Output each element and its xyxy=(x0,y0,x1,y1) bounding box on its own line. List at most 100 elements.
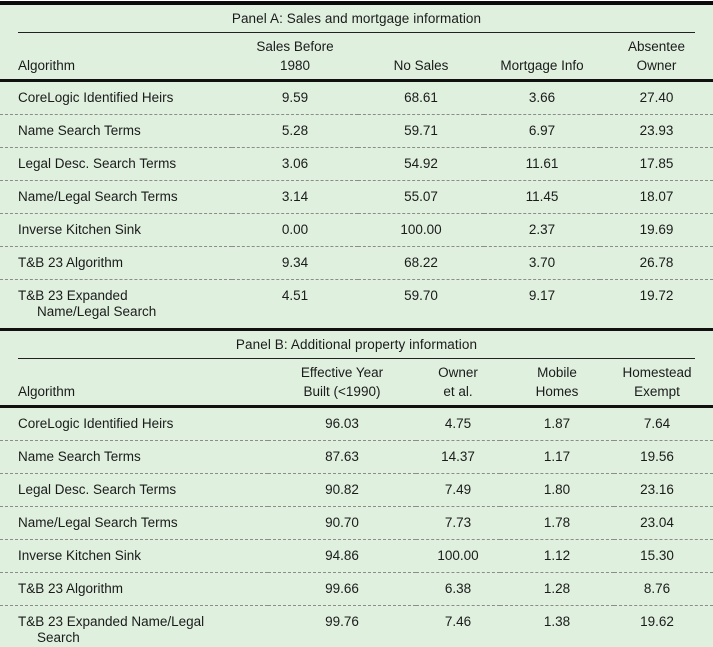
panel-b-table: Algorithm Effective Year Built (<1990) Owne… xyxy=(0,359,713,647)
cell-value: 100.00 xyxy=(358,213,484,247)
column-header: Sales Before 1980 xyxy=(232,33,358,82)
cell-value: 19.62 xyxy=(614,605,713,647)
row-label: Inverse Kitchen Sink xyxy=(0,213,232,247)
cell-value: 23.04 xyxy=(614,506,713,540)
cell-value: 17.85 xyxy=(600,147,713,181)
cell-value: 7.64 xyxy=(643,416,671,431)
cell-value: 8.76 xyxy=(614,572,713,606)
panel-b-title: Panel B: Additional property information xyxy=(235,337,478,352)
cell-value: 3.66 xyxy=(528,90,556,105)
table-row: Legal Desc. Search Terms 3.06 54.92 11.61 17… xyxy=(0,147,713,181)
cell-value: 18.07 xyxy=(600,180,713,214)
column-header: Mobile Homes xyxy=(500,359,614,408)
table-row: Name/Legal Search Terms 3.14 55.07 11.45 18.… xyxy=(0,180,713,214)
table-row: Name Search Terms 87.63 14.37 1.17 19.56 xyxy=(0,440,713,474)
cell-value: 1.17 xyxy=(500,440,614,474)
row-label: Legal Desc. Search Terms xyxy=(0,473,268,507)
table-row: Inverse Kitchen Sink 0.00 100.00 2.37 19.69 xyxy=(0,213,713,247)
cell-value: 27.40 xyxy=(639,90,674,105)
panel-b-header: Algorithm Effective Year Built (<1990) Owne… xyxy=(0,359,713,408)
table-row: Legal Desc. Search Terms 90.82 7.49 1.80 23.… xyxy=(0,473,713,507)
cell-value: 15.30 xyxy=(614,539,713,573)
cell-value: 94.86 xyxy=(268,539,416,573)
cell-value: 90.70 xyxy=(268,506,416,540)
panel-a-title-rule xyxy=(18,32,695,33)
cell-value: 2.37 xyxy=(484,213,600,247)
table-row: Inverse Kitchen Sink 94.86 100.00 1.12 15.30 xyxy=(0,539,713,573)
cell-value: 59.71 xyxy=(358,114,484,148)
cell-value: 1.78 xyxy=(500,506,614,540)
cell-value: 54.92 xyxy=(358,147,484,181)
table-row: Name/Legal Search Terms 90.70 7.73 1.78 23.0… xyxy=(0,506,713,540)
column-header: Absentee Owner xyxy=(600,33,713,82)
cell-value: 9.59 xyxy=(281,90,309,105)
cell-value: 1.12 xyxy=(500,539,614,573)
cell-value: 11.61 xyxy=(484,147,600,181)
row-label: T&B 23 Algorithm xyxy=(0,572,268,606)
panel-a-header: Algorithm Sales Before 1980 No Sales Mortgag… xyxy=(0,33,713,82)
row-label: T&B 23 Algorithm xyxy=(0,246,232,280)
panel-b-title-rule xyxy=(18,358,695,359)
panel-b-body: CoreLogic Identified Heirs 96.03 4.75 1.87 7… xyxy=(0,407,713,647)
table-row: T&B 23 Algorithm 99.66 6.38 1.28 8.76 xyxy=(0,572,713,606)
cell-value: 19.72 xyxy=(600,279,713,328)
row-label: Inverse Kitchen Sink xyxy=(0,539,268,573)
cell-value: 55.07 xyxy=(358,180,484,214)
cell-value: 68.22 xyxy=(358,246,484,280)
cell-value: 26.78 xyxy=(600,246,713,280)
panel-a: Panel A: Sales and mortgage information … xyxy=(0,5,713,328)
cell-value: 9.34 xyxy=(232,246,358,280)
table-row: T&B 23 Expanded Name/Legal Search 4.51 59.7… xyxy=(0,279,713,328)
cell-value: 1.87 xyxy=(543,416,571,431)
cell-value: 19.56 xyxy=(614,440,713,474)
column-header: Owner et al. xyxy=(416,359,500,408)
row-label: CoreLogic Identified Heirs xyxy=(18,90,174,105)
cell-value: 1.28 xyxy=(500,572,614,606)
cell-value: 1.38 xyxy=(500,605,614,647)
table-row: Name Search Terms 5.28 59.71 6.97 23.93 xyxy=(0,114,713,148)
cell-value: 11.45 xyxy=(484,180,600,214)
row-label: Name/Legal Search Terms xyxy=(0,506,268,540)
cell-value: 7.49 xyxy=(416,473,500,507)
row-label: T&B 23 Expanded Name/Legal Search xyxy=(0,279,232,328)
cell-value: 3.70 xyxy=(484,246,600,280)
cell-value: 59.70 xyxy=(358,279,484,328)
cell-value: 96.03 xyxy=(325,416,359,431)
cell-value: 23.16 xyxy=(614,473,713,507)
column-header: Mortgage Info xyxy=(484,33,600,82)
column-header: Algorithm xyxy=(0,359,268,408)
cell-value: 3.06 xyxy=(232,147,358,181)
cell-value: 14.37 xyxy=(416,440,500,474)
cell-value: 100.00 xyxy=(416,539,500,573)
panel-b: Panel B: Additional property information… xyxy=(0,328,713,647)
cell-value: 0.00 xyxy=(232,213,358,247)
cell-value: 87.63 xyxy=(268,440,416,474)
column-header: No Sales xyxy=(358,33,484,82)
panel-a-body: CoreLogic Identified Heirs 9.59 68.61 3.66 2… xyxy=(0,81,713,328)
table-row: CoreLogic Identified Heirs 96.03 4.75 1.87 7… xyxy=(0,407,713,441)
cell-value: 19.69 xyxy=(600,213,713,247)
cell-value: 5.28 xyxy=(232,114,358,148)
row-label: CoreLogic Identified Heirs xyxy=(18,416,174,431)
cell-value: 90.82 xyxy=(268,473,416,507)
cell-value: 4.51 xyxy=(232,279,358,328)
table-row: CoreLogic Identified Heirs 9.59 68.61 3.66 2… xyxy=(0,81,713,115)
cell-value: 9.17 xyxy=(484,279,600,328)
cell-value: 99.66 xyxy=(268,572,416,606)
cell-value: 7.73 xyxy=(416,506,500,540)
cell-value: 6.97 xyxy=(484,114,600,148)
cell-value: 23.93 xyxy=(600,114,713,148)
cell-value: 68.61 xyxy=(404,90,438,105)
cell-value: 4.75 xyxy=(444,416,472,431)
panel-a-title: Panel A: Sales and mortgage information xyxy=(231,11,482,26)
table-row: T&B 23 Expanded Name/Legal Search 99.76 7.4… xyxy=(0,605,713,647)
cell-value: 1.80 xyxy=(500,473,614,507)
panel-a-table: Algorithm Sales Before 1980 No Sales Mortgag… xyxy=(0,33,713,328)
table-row: T&B 23 Algorithm 9.34 68.22 3.70 26.78 xyxy=(0,246,713,280)
cell-value: 7.46 xyxy=(416,605,500,647)
row-label: Legal Desc. Search Terms xyxy=(0,147,232,181)
row-label: Name Search Terms xyxy=(0,114,232,148)
column-header: Homestead Exempt xyxy=(614,359,713,408)
row-label: Name Search Terms xyxy=(0,440,268,474)
